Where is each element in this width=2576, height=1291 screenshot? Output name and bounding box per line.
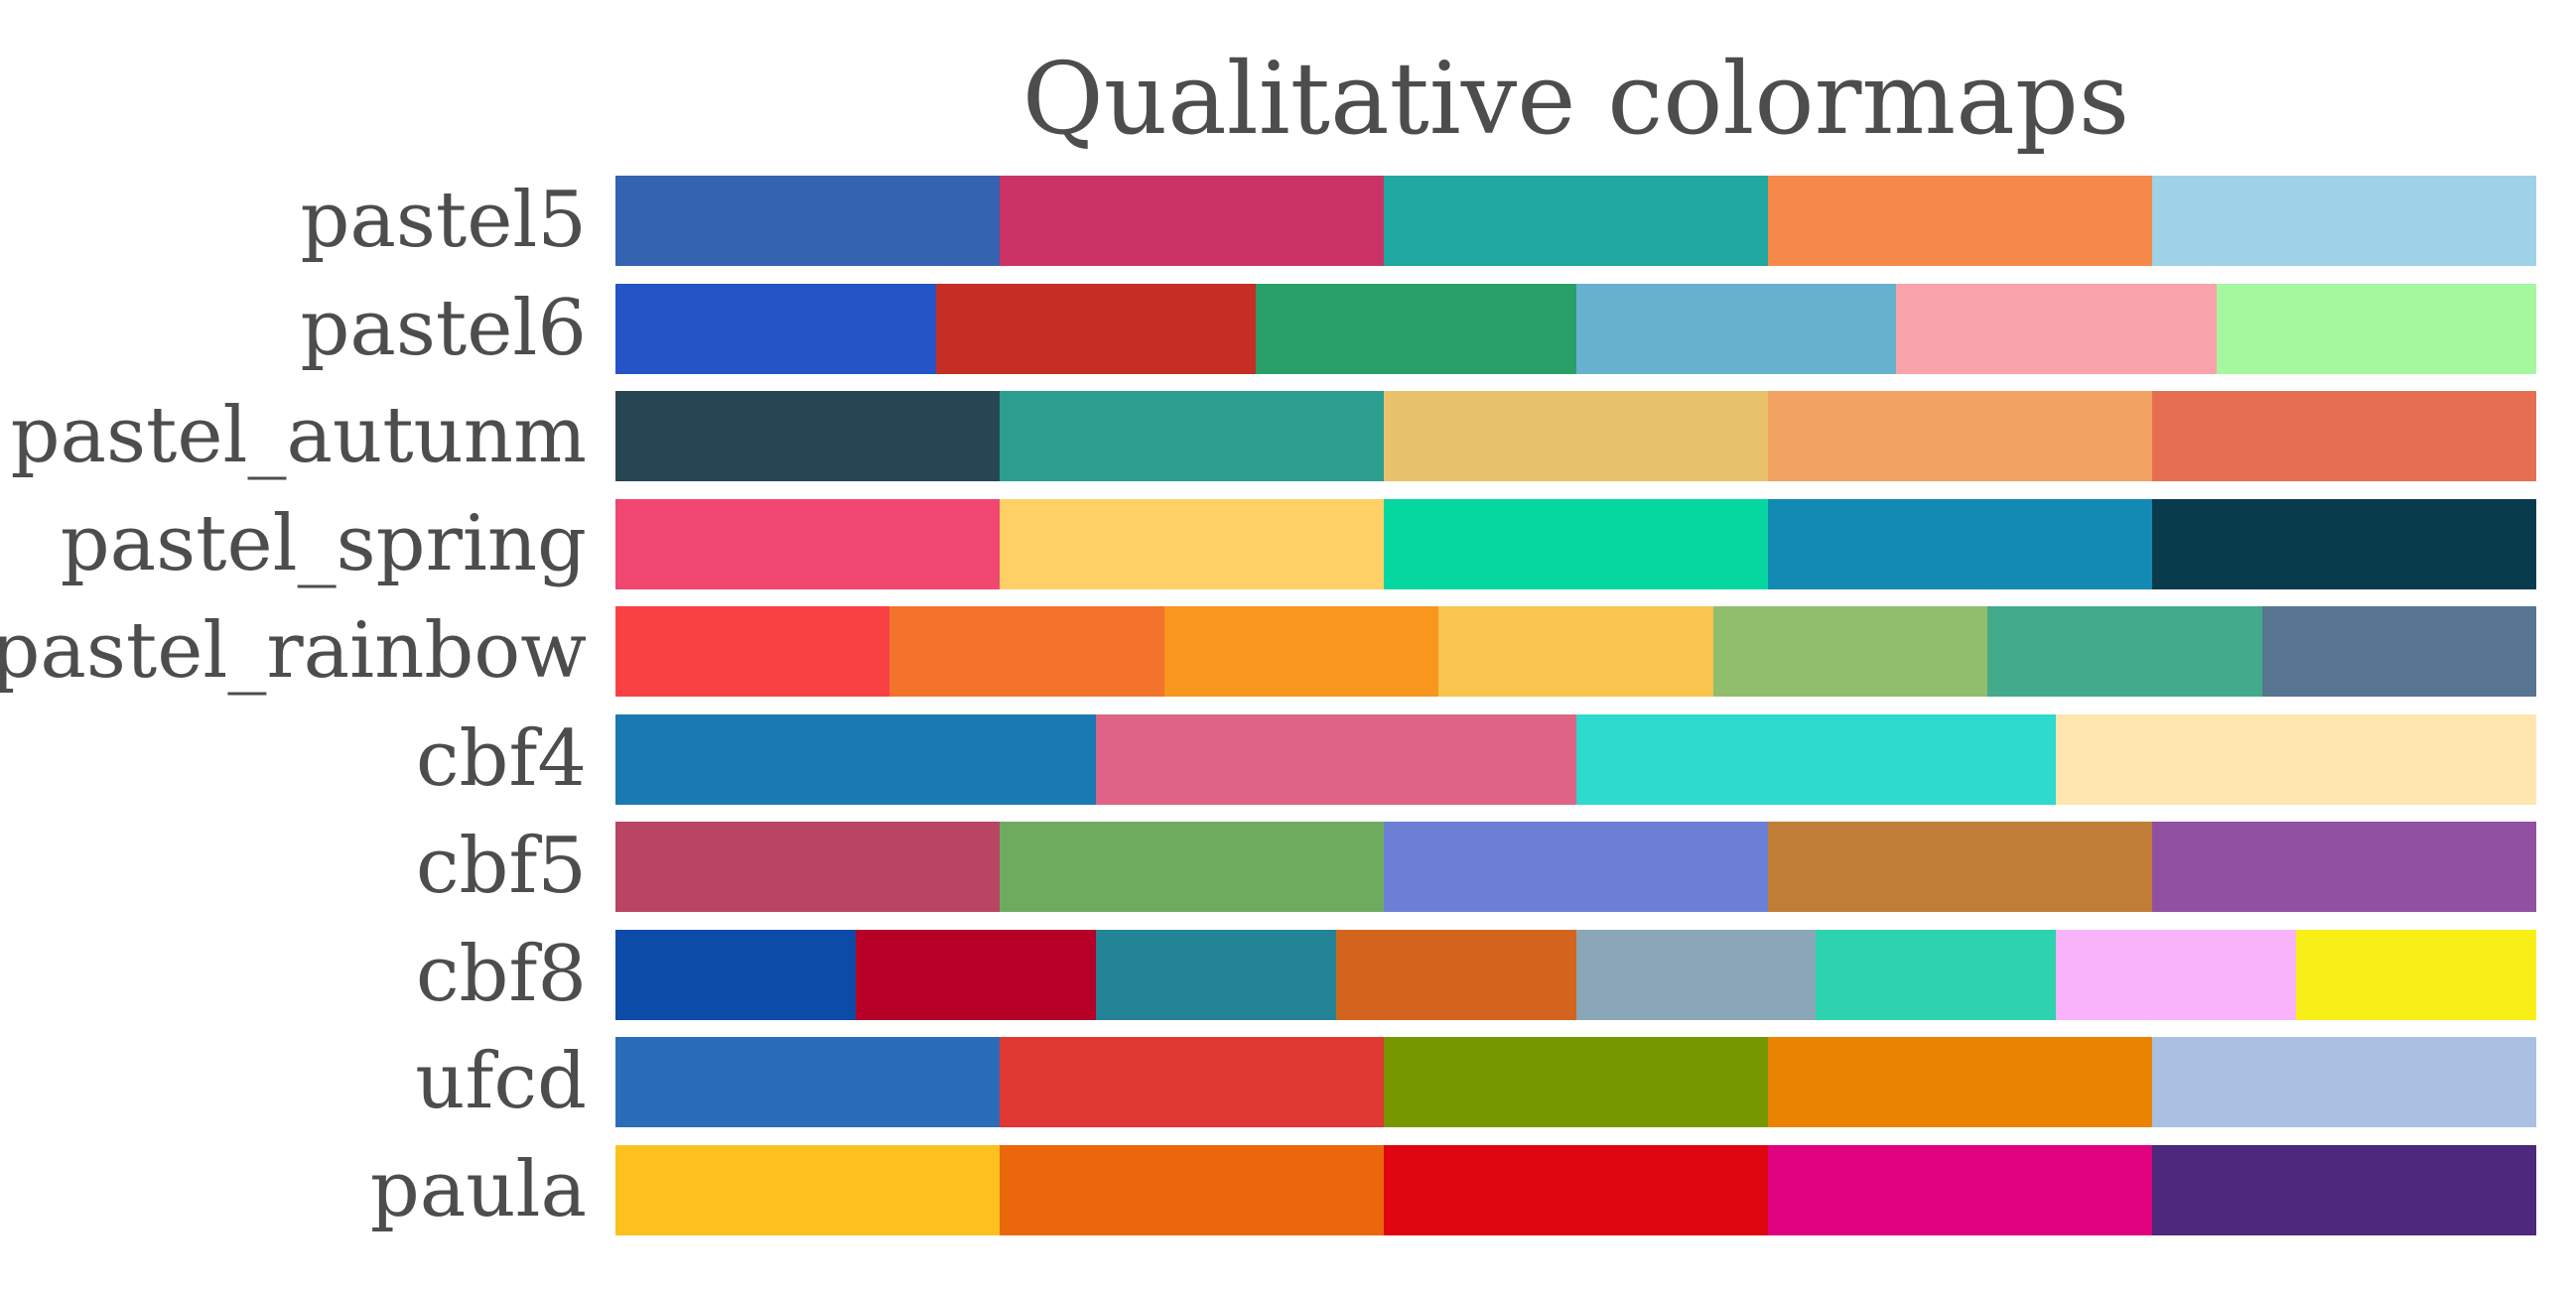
colormap-label: ufcd <box>415 1037 587 1126</box>
color-swatch <box>1768 822 2152 912</box>
color-swatch <box>1384 498 1768 589</box>
color-swatch <box>855 929 1096 1020</box>
color-swatch <box>615 283 936 374</box>
color-swatch <box>2152 176 2536 266</box>
color-swatch <box>1575 283 1896 374</box>
color-swatch <box>2152 391 2536 481</box>
color-swatch <box>1335 929 1576 1020</box>
color-swatch <box>615 391 1000 481</box>
color-swatch <box>1575 929 1817 1020</box>
color-swatch <box>1896 283 2217 374</box>
color-swatch <box>2216 283 2536 374</box>
colormap-row: pastel5 <box>0 176 2576 266</box>
colormap-row: cbf4 <box>0 713 2576 805</box>
colormap-label: pastel_rainbow <box>0 606 587 696</box>
color-swatch <box>615 929 856 1020</box>
color-swatch <box>2261 606 2536 697</box>
colormap-bar <box>615 1037 2536 1127</box>
color-swatch <box>1384 1037 1768 1127</box>
colormap-bar <box>615 176 2536 266</box>
color-swatch <box>2152 1037 2536 1127</box>
color-swatch <box>1384 391 1768 481</box>
color-swatch <box>615 176 1000 266</box>
color-swatch <box>2056 713 2536 805</box>
color-swatch <box>1095 713 1576 805</box>
color-swatch <box>1768 1144 2152 1235</box>
colormap-label: pastel_autunm <box>10 391 587 480</box>
color-swatch <box>1000 1144 1384 1235</box>
colormap-label: cbf8 <box>415 929 587 1019</box>
color-swatch <box>1095 929 1336 1020</box>
colormap-row: cbf8 <box>0 929 2576 1020</box>
color-swatch <box>615 822 1000 912</box>
color-swatch <box>1000 391 1384 481</box>
color-swatch <box>1384 822 1768 912</box>
color-swatch <box>1816 929 2057 1020</box>
color-swatch <box>1000 498 1384 589</box>
color-swatch <box>1163 606 1439 697</box>
color-swatch <box>1768 391 2152 481</box>
color-swatch <box>1768 1037 2152 1127</box>
colormap-row: pastel_autunm <box>0 391 2576 481</box>
color-swatch <box>889 606 1164 697</box>
colormap-row: pastel_spring <box>0 498 2576 589</box>
colormap-row: cbf5 <box>0 822 2576 912</box>
colormap-bar <box>615 391 2536 481</box>
colormap-label: pastel6 <box>300 283 587 373</box>
color-swatch <box>1256 283 1576 374</box>
colormap-row: pastel6 <box>0 283 2576 374</box>
colormap-row: paula <box>0 1144 2576 1235</box>
color-swatch <box>615 713 1096 805</box>
colormap-row: pastel_rainbow <box>0 606 2576 697</box>
color-swatch <box>1000 176 1384 266</box>
colormap-bar <box>615 498 2536 589</box>
color-swatch <box>1768 176 2152 266</box>
colormap-bar <box>615 1144 2536 1235</box>
colormap-bar <box>615 929 2536 1020</box>
color-swatch <box>1987 606 2262 697</box>
color-swatch <box>2296 929 2536 1020</box>
colormap-bar <box>615 822 2536 912</box>
colormap-label: paula <box>369 1144 587 1234</box>
colormap-row: ufcd <box>0 1037 2576 1127</box>
color-swatch <box>615 1144 1000 1235</box>
color-swatch <box>2152 822 2536 912</box>
colormap-label: pastel5 <box>300 176 587 265</box>
chart-title: Qualitative colormaps <box>1021 41 2130 157</box>
color-swatch <box>1438 606 1713 697</box>
colormap-bar <box>615 606 2536 697</box>
colormap-label: cbf5 <box>415 822 587 911</box>
color-swatch <box>1768 498 2152 589</box>
colormap-bar <box>615 713 2536 805</box>
color-swatch <box>615 498 1000 589</box>
colormap-bar <box>615 283 2536 374</box>
color-swatch <box>2152 498 2536 589</box>
color-swatch <box>1384 176 1768 266</box>
colormap-label: cbf4 <box>415 713 587 804</box>
color-swatch <box>615 1037 1000 1127</box>
color-swatch <box>1000 822 1384 912</box>
color-swatch <box>2152 1144 2536 1235</box>
color-swatch <box>1712 606 1988 697</box>
color-swatch <box>615 606 890 697</box>
color-swatch <box>1575 713 2057 805</box>
colormap-label: pastel_spring <box>60 498 587 588</box>
color-swatch <box>1000 1037 1384 1127</box>
color-swatch <box>935 283 1256 374</box>
color-swatch <box>2056 929 2297 1020</box>
color-swatch <box>1384 1144 1768 1235</box>
